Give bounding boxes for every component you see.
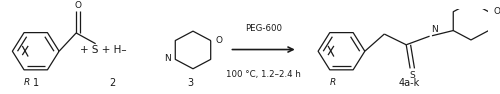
Text: R: R bbox=[330, 78, 336, 87]
Text: PEG-600: PEG-600 bbox=[245, 24, 282, 33]
Text: N: N bbox=[432, 25, 438, 34]
Text: R: R bbox=[24, 78, 30, 87]
Text: O: O bbox=[216, 36, 222, 45]
Text: + S + H–: + S + H– bbox=[80, 45, 126, 55]
Text: O: O bbox=[494, 7, 500, 16]
Text: 2: 2 bbox=[110, 78, 116, 88]
Text: S: S bbox=[409, 71, 415, 80]
Text: 4a-k: 4a-k bbox=[399, 78, 420, 88]
Text: N: N bbox=[164, 54, 170, 63]
Text: 100 °C, 1.2–2.4 h: 100 °C, 1.2–2.4 h bbox=[226, 70, 301, 79]
Text: O: O bbox=[74, 1, 82, 10]
Text: 3: 3 bbox=[188, 78, 194, 88]
Text: 1: 1 bbox=[32, 78, 39, 88]
